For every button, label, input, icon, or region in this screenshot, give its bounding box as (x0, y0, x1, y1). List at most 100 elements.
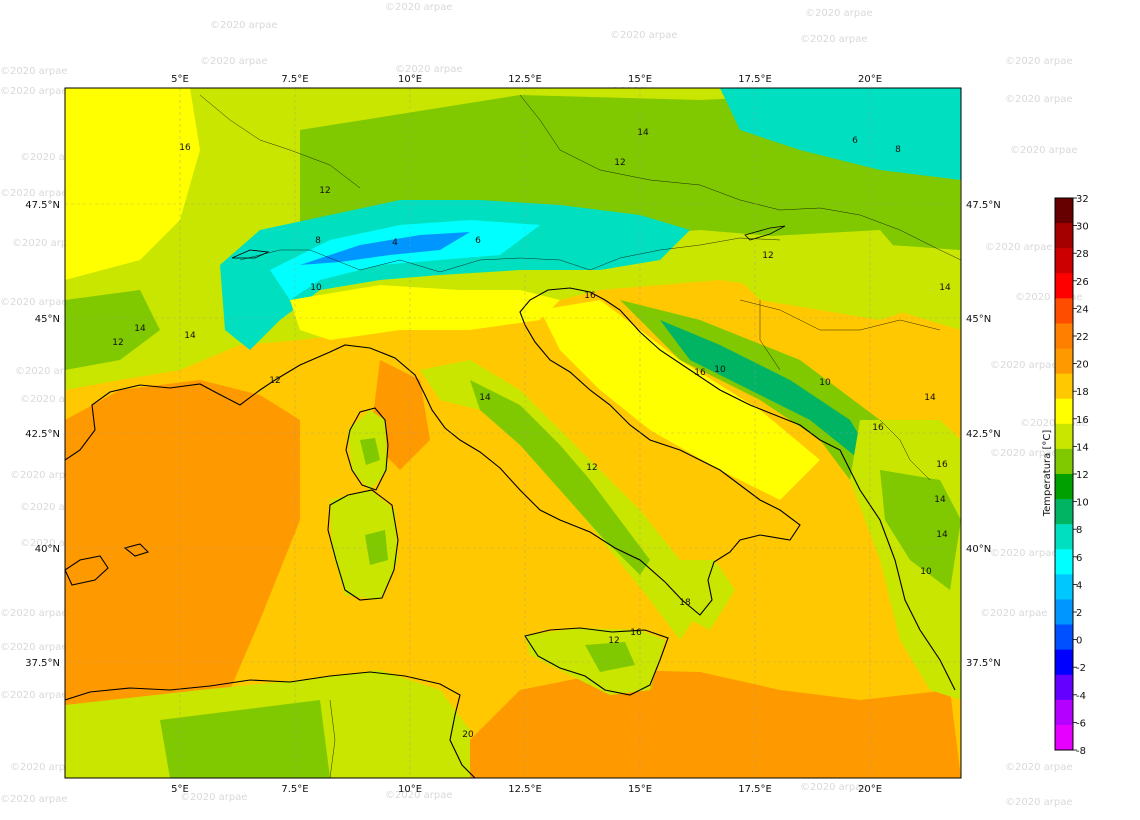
colorbar-swatch (1055, 674, 1073, 701)
contour-labels: 16 12 8 4 6 10 12 14 12 6 8 14 14 14 12 12 16 10 10 14 12 16 1… (112, 128, 951, 740)
contour-value-label: 8 (315, 236, 321, 246)
lon-label: 20°E (858, 784, 882, 795)
map-area: 16 12 8 4 6 10 12 14 12 6 8 14 14 14 12 12 16 10 10 14 12 16 1… (65, 88, 961, 778)
longitude-labels-bottom: 5°E 7.5°E 10°E 12.5°E 15°E 17.5°E 20°E (171, 784, 882, 795)
lat-label: 47.5°N (966, 200, 1001, 211)
colorbar-tick-label: 32 (1076, 194, 1089, 205)
colorbar-swatch (1055, 649, 1073, 676)
latitude-labels-right: 47.5°N 45°N 42.5°N 40°N 37.5°N (966, 200, 1001, 669)
colorbar-tick-label: 28 (1076, 249, 1089, 260)
lon-label: 5°E (171, 784, 189, 795)
watermark-text: ©2020 arpae (210, 20, 278, 31)
watermark-text: ©2020 arpae (0, 297, 68, 308)
graticule (65, 88, 961, 778)
colorbar-tick-label: 14 (1076, 442, 1089, 453)
lon-label: 5°E (171, 74, 189, 85)
watermark-text: ©2020 arpae (1005, 94, 1073, 105)
lon-label: 15°E (628, 784, 652, 795)
lon-label: 17.5°E (738, 784, 772, 795)
watermark-text: ©2020 arpae (0, 642, 68, 653)
colorbar-swatch (1055, 599, 1073, 626)
watermark-text: ©2020 arpae (20, 538, 88, 549)
watermark-text: ©2020 arpae (15, 366, 83, 377)
watermark-text: ©2020 arpae (385, 2, 453, 13)
watermark-text: ©2020 arpae (20, 502, 88, 513)
colorbar-tick-label: 16 (1076, 415, 1089, 426)
colorbar-swatch (1055, 574, 1073, 600)
watermark-text: ©2020 arpae (200, 56, 268, 67)
watermark-text: ©2020 arpae (1015, 292, 1083, 303)
colorbar-swatch (1055, 474, 1073, 500)
colorbar-tick-label: 10 (1076, 498, 1089, 509)
colorbar-swatch (1055, 398, 1073, 425)
contour-value-label: 14 (479, 393, 491, 403)
contour-value-label: 14 (939, 283, 951, 293)
watermark-text: ©2020 arpae (985, 242, 1053, 253)
contour-value-label: 6 (852, 136, 858, 146)
contour-value-label: 16 (936, 460, 948, 470)
contour-value-label: 16 (179, 143, 191, 153)
watermark-text: ©2020 arpae (980, 608, 1048, 619)
lon-label: 17.5°E (738, 74, 772, 85)
colorbar-tick-label: 18 (1076, 387, 1089, 398)
contour-value-label: 6 (475, 236, 481, 246)
watermark-text: ©2020 arpae (800, 782, 868, 793)
watermark-text: ©2020 arpae (1005, 797, 1073, 808)
colorbar-swatch (1055, 323, 1073, 350)
contour-value-label: 14 (934, 495, 946, 505)
watermark-text: ©2020 arpae (0, 188, 68, 199)
lon-label: 12.5°E (508, 784, 542, 795)
watermark-text: ©2020 arpae (12, 238, 80, 249)
colorbar-tick-label: 2 (1076, 608, 1082, 619)
colorbar-tick-label: -4 (1076, 691, 1086, 702)
lat-label: 47.5°N (25, 200, 60, 211)
colorbar-swatch (1055, 298, 1073, 324)
watermark-text: ©2020 arpae (800, 34, 868, 45)
colorbar-tick-label: 30 (1076, 222, 1089, 233)
colorbar-swatch (1055, 423, 1073, 450)
contour-value-label: 16 (694, 368, 706, 378)
contour-value-label: 12 (608, 636, 619, 646)
watermark-text: ©2020 arpae (0, 794, 68, 805)
lon-label: 15°E (628, 74, 652, 85)
colorbar-swatch (1055, 549, 1073, 575)
contour-value-label: 16 (872, 423, 884, 433)
watermark-text: ©2020 arpae (1010, 145, 1078, 156)
watermark-text: ©2020 arpae (990, 548, 1058, 559)
watermark-text: ©2020 arpae (610, 30, 678, 41)
watermark-text: ©2020 arpae (805, 8, 873, 19)
contour-value-label: 10 (310, 283, 322, 293)
contour-value-label: 16 (584, 291, 596, 301)
colorbar-swatch (1055, 248, 1073, 274)
colorbar-swatch (1055, 223, 1073, 249)
lat-label: 42.5°N (25, 429, 60, 440)
colorbar-tick-label: -6 (1076, 718, 1086, 729)
contour-value-label: 20 (462, 730, 474, 740)
colorbar-swatch (1055, 624, 1073, 651)
watermark-text: ©2020 arpae (990, 360, 1058, 371)
colorbar-tick-label: 24 (1076, 304, 1089, 315)
lat-label: 45°N (966, 314, 991, 325)
colorbar-swatch (1055, 699, 1073, 726)
watermark-text: ©2020 arpae (0, 690, 68, 701)
colorbar-tick-label: 6 (1076, 553, 1082, 564)
lat-label: 45°N (35, 314, 60, 325)
lat-label: 40°N (966, 544, 991, 555)
watermark-text: ©2020 arpae (385, 790, 453, 801)
watermark-text: ©2020 arpae (395, 64, 463, 75)
watermark-text: ©2020 arpae (0, 86, 68, 97)
colorbar-swatch (1055, 724, 1073, 751)
lon-label: 10°E (398, 784, 422, 795)
watermark-text: ©2020 arpae (1020, 418, 1088, 429)
watermark-text: ©2020 arpae (10, 762, 78, 773)
contour-value-label: 12 (614, 158, 625, 168)
colorbar-swatch (1055, 448, 1073, 475)
contour-value-label: 14 (924, 393, 936, 403)
contour-value-label: 14 (637, 128, 649, 138)
colorbar-tick-label: -8 (1076, 746, 1086, 757)
colorbar-tick-label: 26 (1076, 277, 1089, 288)
colorbar-tick-label: 20 (1076, 360, 1089, 371)
contour-value-label: 10 (920, 567, 932, 577)
